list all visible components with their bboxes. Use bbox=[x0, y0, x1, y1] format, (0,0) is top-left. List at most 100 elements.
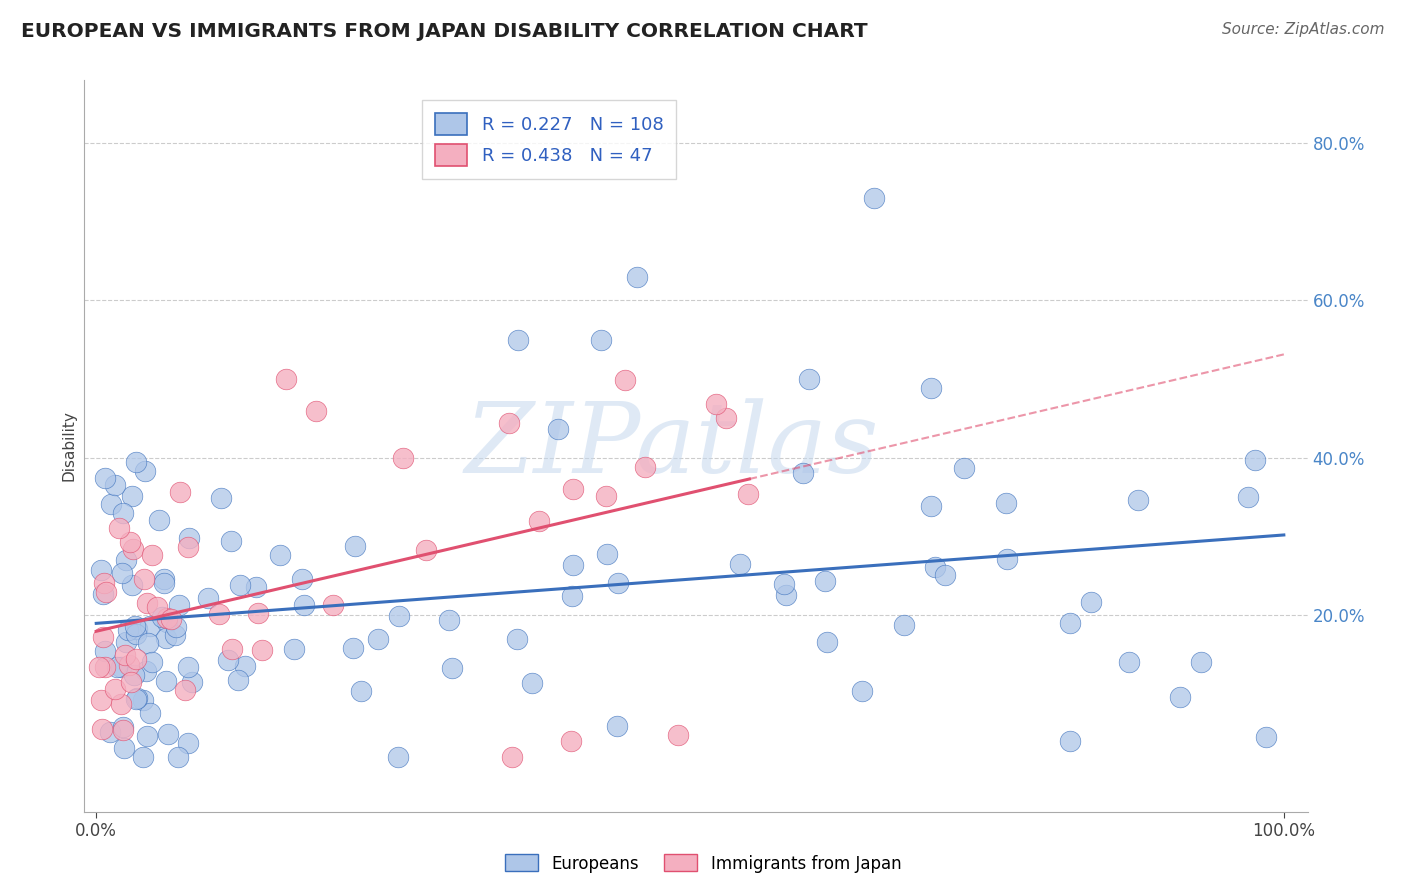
Point bbox=[792, 466, 814, 480]
Point bbox=[1118, 655, 1140, 669]
Point bbox=[93, 630, 115, 644]
Point bbox=[924, 560, 946, 574]
Y-axis label: Disability: Disability bbox=[60, 410, 76, 482]
Point bbox=[150, 610, 173, 624]
Point bbox=[343, 540, 366, 554]
Point bbox=[305, 403, 328, 417]
Point bbox=[437, 613, 460, 627]
Point bbox=[209, 491, 232, 505]
Point bbox=[1254, 730, 1277, 744]
Point bbox=[122, 541, 145, 556]
Text: ZIPatlas: ZIPatlas bbox=[464, 399, 879, 493]
Point bbox=[91, 722, 114, 736]
Point bbox=[110, 697, 132, 711]
Point bbox=[797, 372, 820, 386]
Point bbox=[160, 612, 183, 626]
Point bbox=[132, 693, 155, 707]
Point bbox=[169, 484, 191, 499]
Point bbox=[155, 631, 177, 645]
Point bbox=[269, 548, 291, 562]
Point bbox=[1168, 690, 1191, 704]
Point bbox=[1189, 655, 1212, 669]
Point bbox=[863, 191, 886, 205]
Point bbox=[276, 372, 298, 386]
Point bbox=[498, 417, 520, 431]
Point bbox=[110, 660, 132, 674]
Point bbox=[228, 578, 250, 592]
Point bbox=[156, 727, 179, 741]
Point bbox=[561, 482, 583, 496]
Point bbox=[118, 657, 141, 672]
Point bbox=[1237, 490, 1260, 504]
Point bbox=[146, 600, 169, 615]
Point bbox=[815, 635, 838, 649]
Point bbox=[138, 636, 160, 650]
Point bbox=[176, 660, 198, 674]
Point bbox=[177, 736, 200, 750]
Text: EUROPEAN VS IMMIGRANTS FROM JAPAN DISABILITY CORRELATION CHART: EUROPEAN VS IMMIGRANTS FROM JAPAN DISABI… bbox=[21, 22, 868, 41]
Point bbox=[94, 470, 117, 484]
Point bbox=[98, 725, 121, 739]
Point bbox=[96, 585, 118, 599]
Point bbox=[115, 634, 138, 648]
Point bbox=[506, 632, 529, 646]
Point bbox=[166, 749, 188, 764]
Point bbox=[995, 496, 1018, 510]
Point bbox=[117, 623, 139, 637]
Point bbox=[112, 741, 135, 756]
Point bbox=[294, 598, 316, 612]
Point bbox=[167, 598, 190, 612]
Point bbox=[415, 542, 437, 557]
Point bbox=[920, 499, 942, 513]
Point bbox=[134, 465, 156, 479]
Point bbox=[367, 632, 389, 646]
Point bbox=[291, 572, 314, 586]
Point bbox=[728, 557, 751, 571]
Point bbox=[180, 675, 202, 690]
Point bbox=[520, 676, 543, 690]
Point bbox=[112, 506, 135, 520]
Point bbox=[562, 558, 585, 573]
Point bbox=[560, 734, 582, 748]
Point bbox=[139, 619, 162, 633]
Point bbox=[634, 460, 657, 475]
Point bbox=[283, 641, 305, 656]
Legend: R = 0.227   N = 108, R = 0.438   N = 47: R = 0.227 N = 108, R = 0.438 N = 47 bbox=[422, 100, 676, 178]
Point bbox=[197, 591, 219, 605]
Point bbox=[246, 606, 269, 620]
Point bbox=[893, 618, 915, 632]
Point bbox=[155, 674, 177, 689]
Point bbox=[737, 487, 759, 501]
Point bbox=[134, 572, 156, 586]
Point bbox=[152, 572, 174, 586]
Point bbox=[156, 610, 179, 624]
Point bbox=[165, 619, 187, 633]
Point bbox=[342, 641, 364, 656]
Point bbox=[120, 535, 142, 549]
Legend: Europeans, Immigrants from Japan: Europeans, Immigrants from Japan bbox=[498, 847, 908, 880]
Point bbox=[114, 648, 136, 662]
Point bbox=[1080, 595, 1102, 609]
Point bbox=[111, 720, 134, 734]
Point bbox=[772, 577, 794, 591]
Point bbox=[165, 628, 187, 642]
Point bbox=[1059, 734, 1081, 748]
Point bbox=[125, 652, 148, 666]
Point bbox=[589, 333, 612, 347]
Point bbox=[148, 513, 170, 527]
Point bbox=[953, 460, 976, 475]
Point bbox=[596, 547, 619, 561]
Point bbox=[1126, 493, 1149, 508]
Point bbox=[851, 684, 873, 698]
Point bbox=[135, 665, 157, 679]
Point bbox=[111, 723, 134, 738]
Point bbox=[392, 451, 415, 466]
Point bbox=[250, 643, 273, 657]
Point bbox=[91, 587, 114, 601]
Text: Source: ZipAtlas.com: Source: ZipAtlas.com bbox=[1222, 22, 1385, 37]
Point bbox=[100, 497, 122, 511]
Point bbox=[104, 477, 127, 491]
Point bbox=[132, 749, 155, 764]
Point bbox=[208, 607, 231, 621]
Point bbox=[529, 514, 551, 528]
